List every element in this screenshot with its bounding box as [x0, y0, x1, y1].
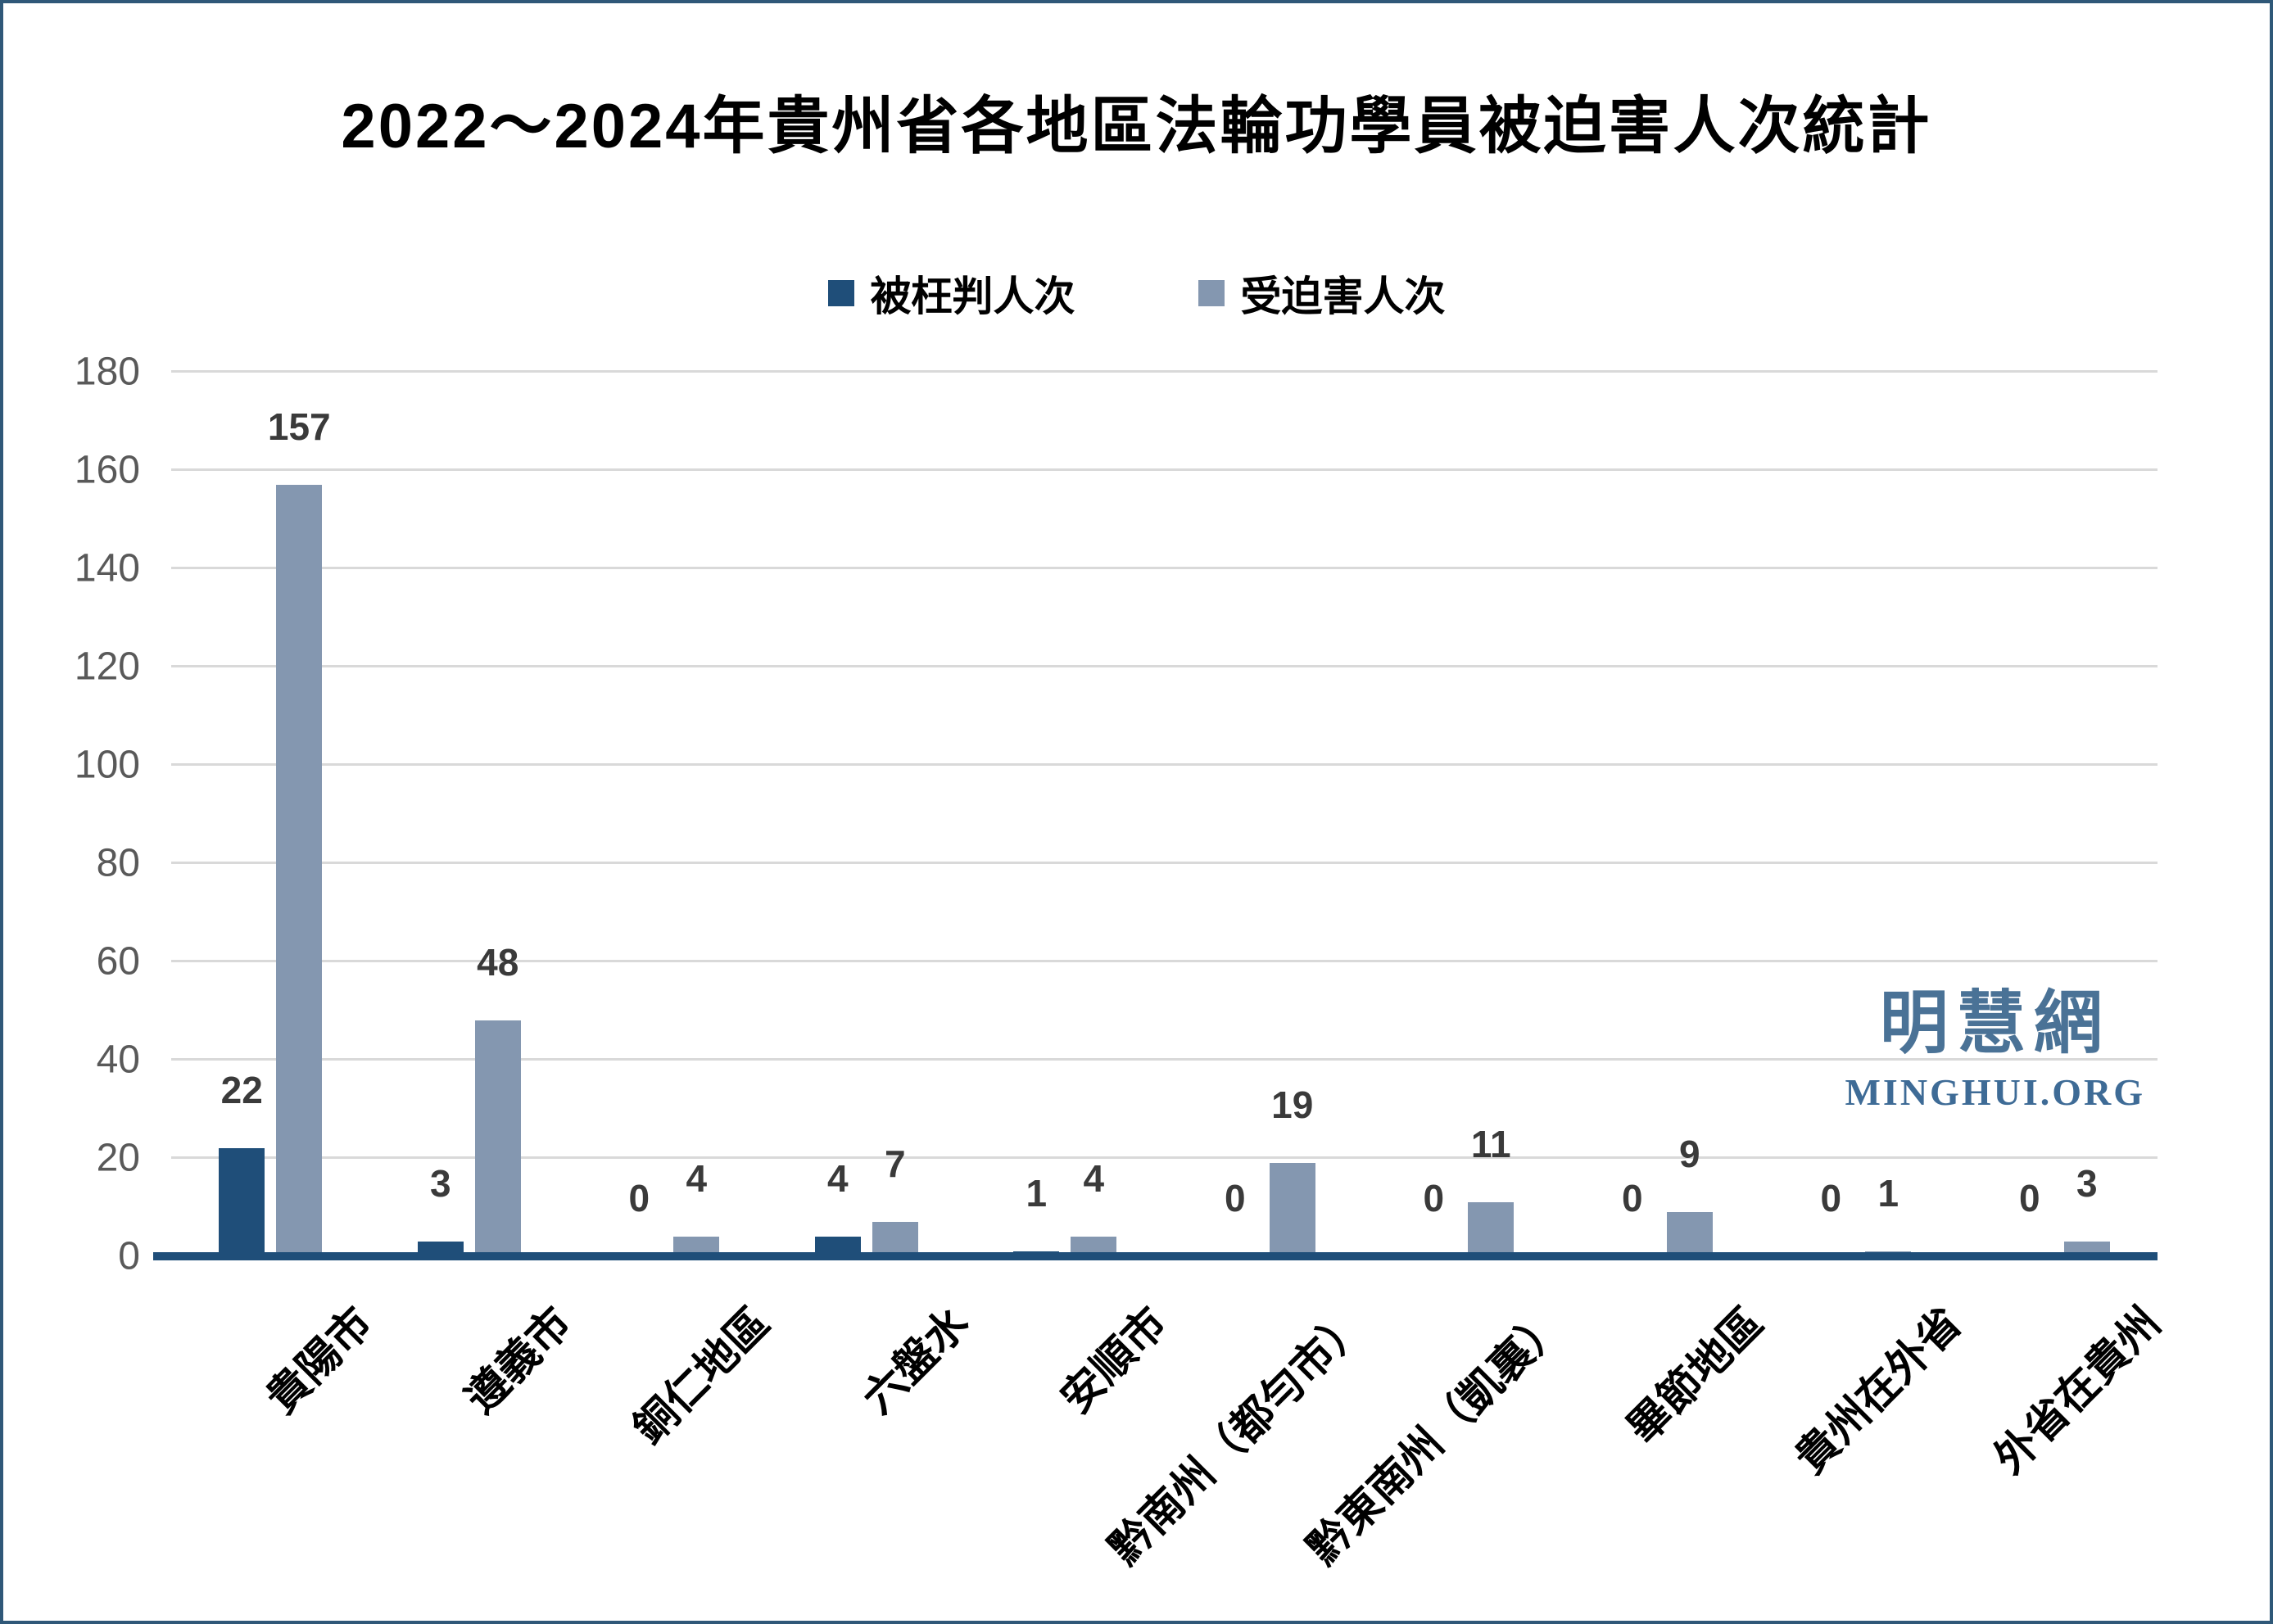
y-axis-tick-label: 120 [74, 645, 140, 689]
plot-area: 0 20 40 60 80 100 120 140 160 180 22 157 貴陽市 3 48 遵義市 0 4… [75, 351, 2170, 1574]
y-axis-tick-label: 80 [96, 841, 140, 885]
bar-persecuted: 157 [268, 405, 331, 1256]
bar-group: 22 157 [171, 372, 370, 1256]
y-axis-tick-label: 60 [96, 939, 140, 984]
bar-value-label: 22 [220, 1069, 263, 1111]
chart-title: 2022～2024年貴州省各地區法輪功學員被迫害人次統計 [341, 92, 1932, 161]
gridline [171, 567, 2158, 569]
bar-value-label: 11 [1470, 1123, 1511, 1165]
x-category-label: 外省在貴州 [1985, 1298, 2170, 1483]
bar-group: 0 19 [1165, 372, 1364, 1256]
bar-value-label: 0 [1224, 1177, 1246, 1219]
gridline [171, 862, 2158, 864]
gridline [171, 468, 2158, 471]
bar-value-label: 157 [267, 405, 331, 448]
y-axis-tick-label: 40 [96, 1038, 140, 1082]
y-axis-tick-label: 160 [74, 448, 140, 492]
x-category-label: 安順市 [1052, 1298, 1177, 1423]
bar-persecuted: 1 [1865, 1172, 1912, 1256]
gridline [171, 370, 2158, 373]
bar-persecuted: 7 [872, 1142, 918, 1256]
bar-value-label: 4 [1083, 1157, 1105, 1200]
legend-swatch-persecuted [1198, 280, 1225, 306]
bar-value-label: 7 [884, 1142, 906, 1185]
bar-persecuted: 19 [1269, 1083, 1315, 1256]
bar-value-label: 0 [2018, 1177, 2040, 1219]
x-category-label: 遵義市 [456, 1298, 581, 1423]
watermark-site-name-cn: 明慧網 [1879, 984, 2111, 1061]
y-axis-tick-label: 0 [118, 1234, 140, 1278]
bar-sentenced: 22 [219, 1069, 265, 1256]
legend: 被枉判人次 受迫害人次 [3, 264, 2270, 323]
bar-value-label: 1 [1877, 1172, 1899, 1215]
bar-value-label: 1 [1026, 1172, 1048, 1215]
bar-value-label: 4 [686, 1157, 708, 1200]
bar-value-label: 3 [2076, 1162, 2098, 1205]
bar-group: 3 48 [370, 372, 569, 1256]
x-category-label: 畢節地區 [1618, 1298, 1773, 1454]
gridline [171, 763, 2158, 766]
watermark-site-name-en: MINGHUI.ORG [1845, 1071, 2145, 1113]
legend-label-persecuted: 受迫害人次 [1240, 274, 1446, 319]
y-axis-tick-label: 180 [74, 350, 140, 394]
y-axis-tick-label: 100 [74, 743, 140, 787]
bar-value-label: 4 [826, 1157, 849, 1200]
legend-label-sentenced: 被枉判人次 [870, 274, 1075, 319]
bar-value-label: 0 [1820, 1177, 1842, 1219]
x-category-label: 銅仁地區 [625, 1298, 780, 1454]
x-category-label: 貴陽市 [257, 1298, 383, 1423]
bar-value-label: 19 [1271, 1083, 1314, 1126]
gridline [171, 960, 2158, 962]
x-category-label: 六盤水 [854, 1298, 978, 1423]
bar-persecuted: 9 [1666, 1133, 1713, 1256]
x-category-label: 貴州在外省 [1786, 1298, 1972, 1483]
x-axis-line [153, 1252, 2158, 1260]
watermark: 明慧網 MINGHUI.ORG [1845, 988, 2146, 1114]
legend-item-persecuted: 受迫害人次 [1198, 264, 1446, 323]
legend-item-sentenced: 被枉判人次 [827, 264, 1075, 323]
y-axis-tick-label: 20 [96, 1136, 140, 1180]
y-axis-tick-label: 140 [74, 546, 140, 590]
bar-value-label: 3 [429, 1162, 451, 1205]
bar-value-label: 9 [1678, 1133, 1700, 1175]
gridline [171, 1156, 2158, 1159]
bar-value-label: 0 [628, 1177, 650, 1219]
bar-group: 0 11 [1363, 372, 1562, 1256]
bar-value-label: 0 [1621, 1177, 1643, 1219]
bar-value-label: 48 [477, 941, 519, 984]
gridline [171, 665, 2158, 667]
gridline [171, 1058, 2158, 1061]
legend-swatch-sentenced [827, 280, 854, 306]
bar-persecuted: 11 [1468, 1123, 1515, 1256]
bar-value-label: 0 [1423, 1177, 1445, 1219]
bar-persecuted: 48 [474, 941, 521, 1256]
